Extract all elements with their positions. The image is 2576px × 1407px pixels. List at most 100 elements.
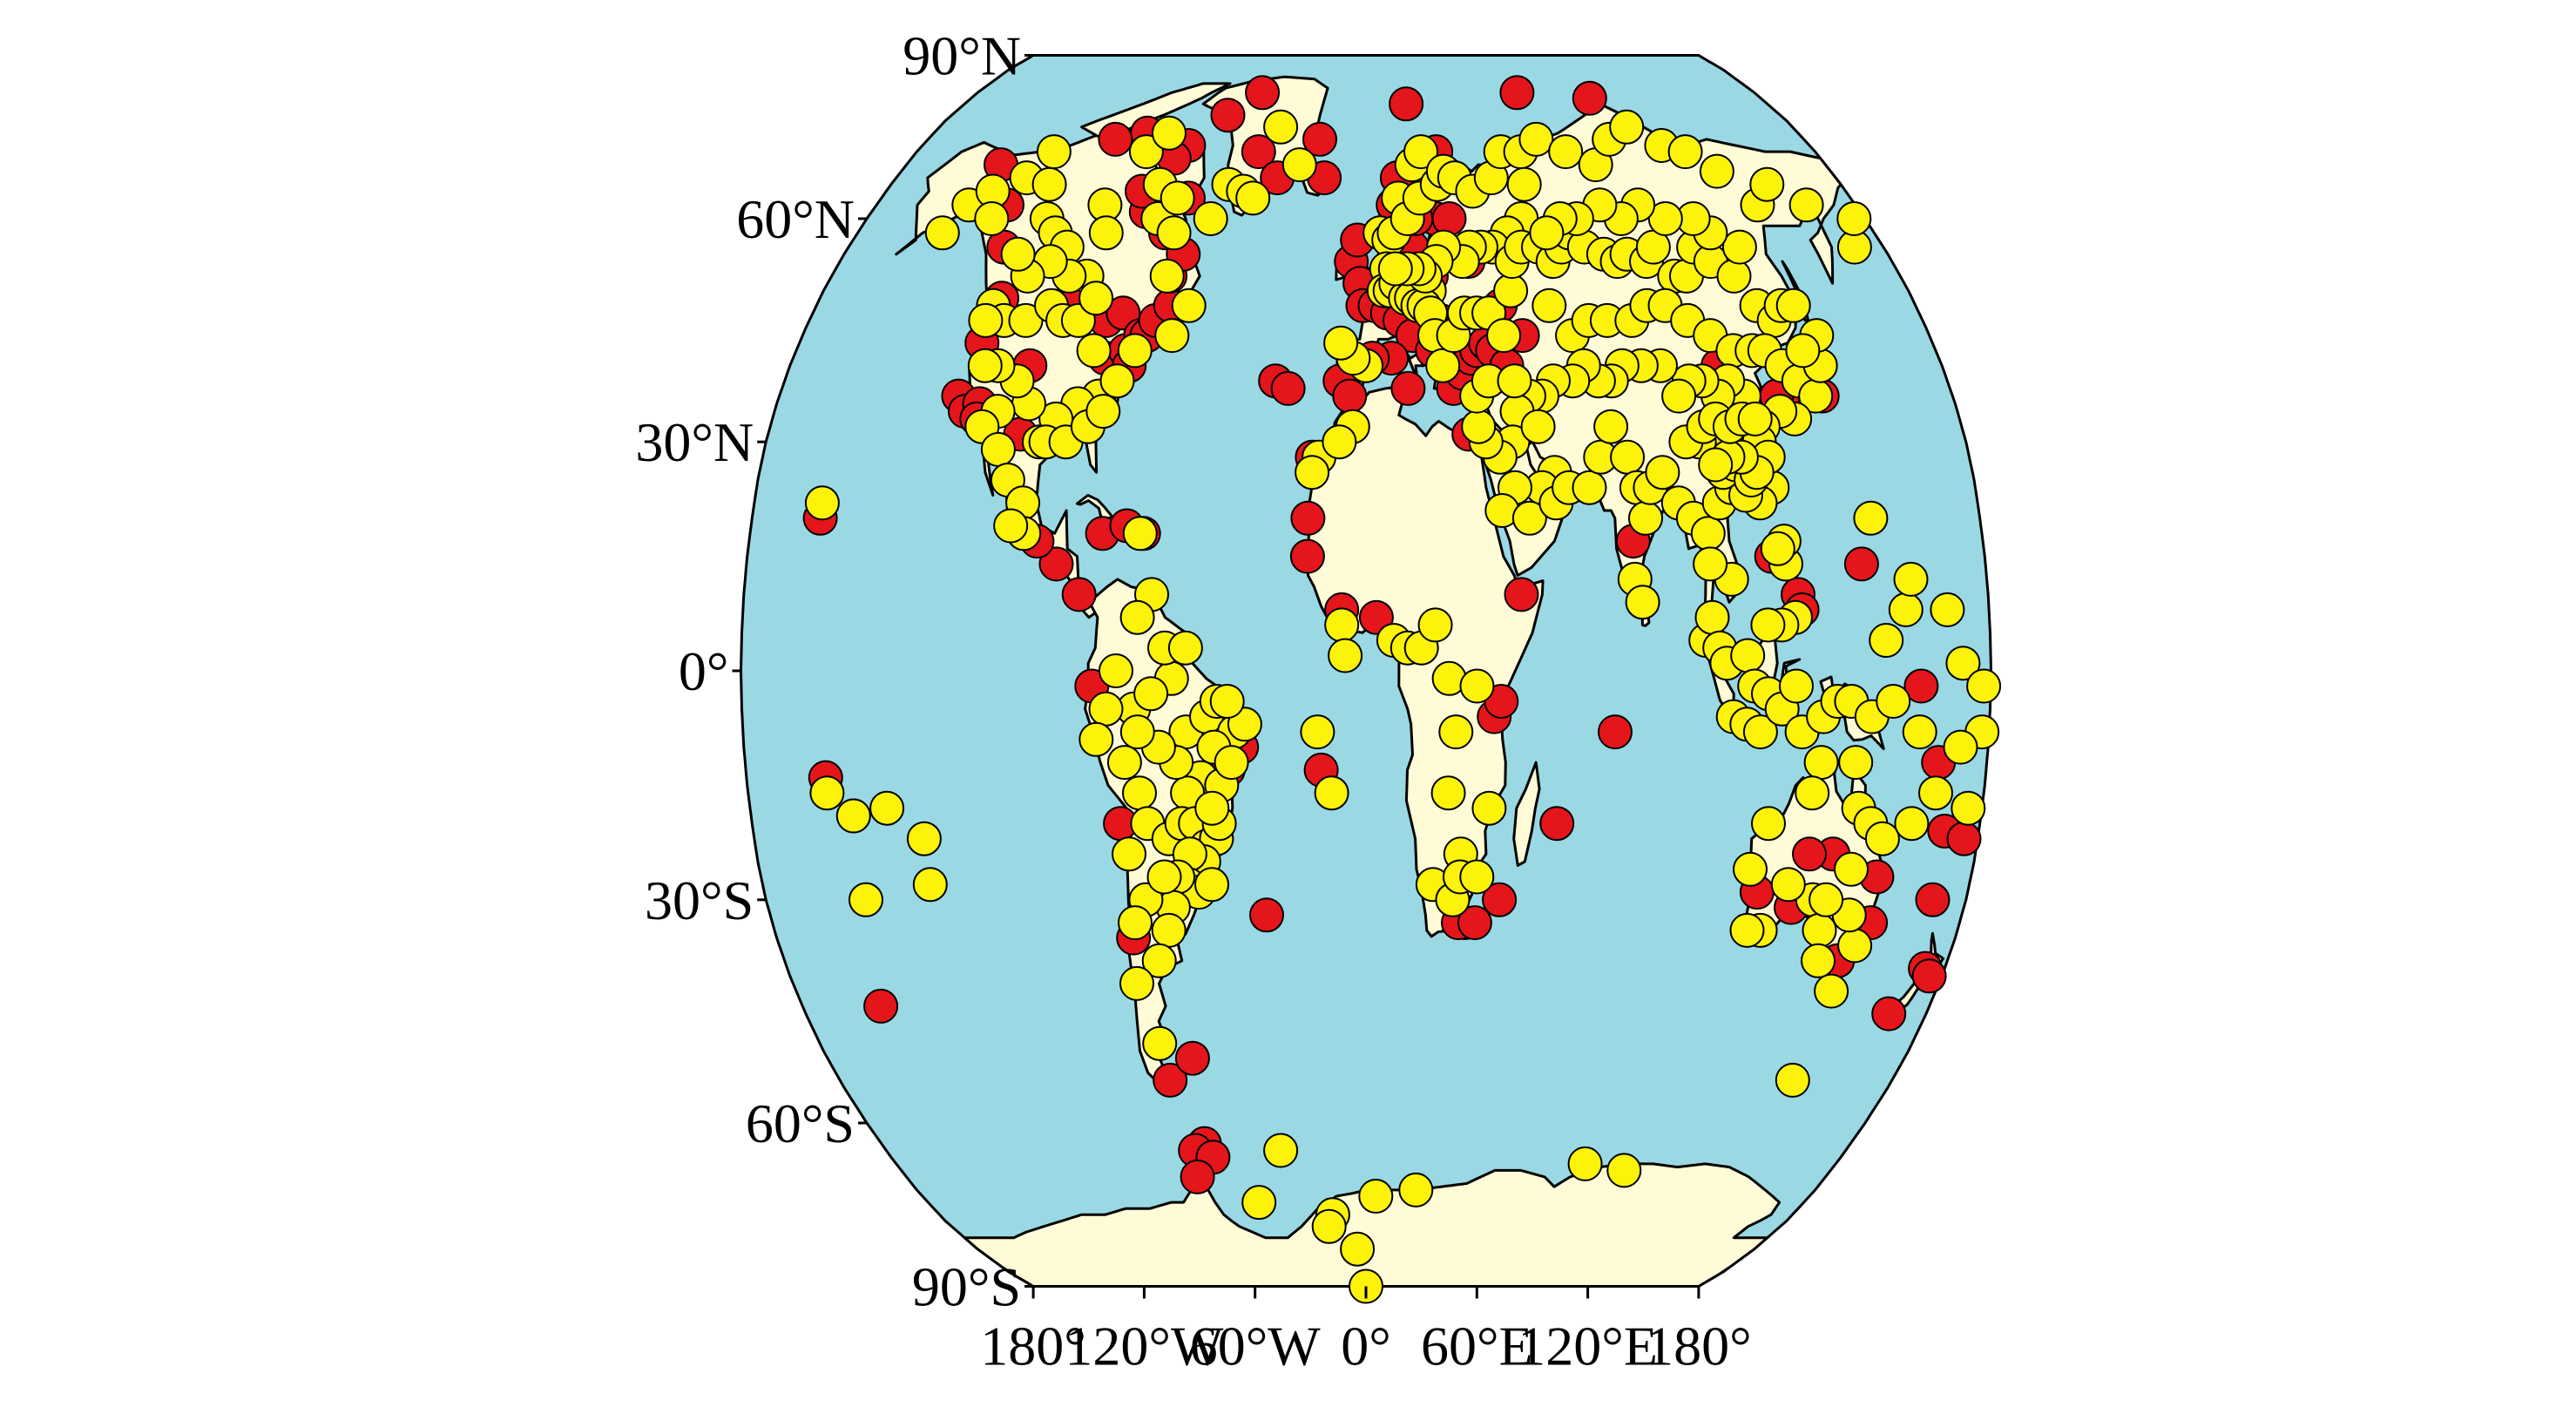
yellow-station-marker bbox=[1078, 281, 1114, 316]
yellow-station-marker bbox=[1779, 668, 1814, 704]
yellow-station-marker bbox=[1209, 684, 1245, 719]
yellow-station-marker bbox=[1171, 287, 1207, 323]
yellow-station-marker bbox=[1628, 500, 1663, 536]
yellow-station-marker bbox=[1088, 691, 1124, 727]
yellow-station-marker bbox=[1430, 775, 1466, 811]
yellow-station-marker bbox=[1837, 928, 1873, 964]
red-station-marker bbox=[1174, 1040, 1210, 1076]
red-station-marker bbox=[1871, 996, 1907, 1032]
yellow-station-marker bbox=[1801, 943, 1836, 978]
yellow-station-marker bbox=[1403, 134, 1438, 170]
red-station-marker bbox=[1290, 500, 1326, 536]
yellow-station-marker bbox=[1459, 668, 1495, 704]
yellow-station-marker bbox=[1647, 201, 1683, 236]
yellow-station-marker bbox=[924, 215, 960, 251]
red-station-marker bbox=[1210, 98, 1246, 133]
yellow-station-marker bbox=[1795, 775, 1830, 811]
yellow-station-marker bbox=[1625, 585, 1660, 620]
yellow-station-marker bbox=[1314, 775, 1349, 811]
yellow-station-marker bbox=[835, 798, 871, 834]
yellow-station-marker bbox=[1548, 134, 1584, 170]
yellow-station-marker bbox=[1471, 790, 1507, 826]
yellow-station-marker bbox=[1667, 134, 1703, 170]
yellow-station-marker bbox=[1078, 721, 1114, 757]
yellow-station-marker bbox=[1520, 409, 1556, 444]
yellow-station-marker bbox=[1809, 882, 1844, 917]
yellow-station-marker bbox=[1698, 447, 1734, 483]
red-station-marker bbox=[1249, 897, 1284, 933]
yellow-station-marker bbox=[1951, 790, 1986, 826]
yellow-station-marker bbox=[1106, 745, 1142, 781]
red-station-marker bbox=[1431, 201, 1467, 236]
yellow-station-marker bbox=[1814, 973, 1849, 1009]
red-station-marker bbox=[1843, 546, 1879, 582]
yellow-station-marker bbox=[1802, 912, 1837, 948]
station-layer bbox=[802, 75, 2002, 1304]
yellow-station-marker bbox=[1088, 215, 1124, 251]
red-station-marker bbox=[1241, 134, 1276, 170]
lon-label: 180° bbox=[1646, 1316, 1752, 1377]
yellow-station-marker bbox=[1036, 134, 1072, 170]
yellow-station-marker bbox=[1133, 676, 1169, 712]
yellow-station-marker bbox=[1894, 806, 1930, 842]
yellow-station-marker bbox=[1572, 470, 1607, 505]
yellow-station-marker bbox=[980, 431, 1016, 467]
yellow-station-marker bbox=[1770, 867, 1806, 903]
yellow-station-marker bbox=[1609, 109, 1645, 145]
yellow-station-marker bbox=[1943, 729, 1978, 765]
yellow-station-marker bbox=[1263, 109, 1299, 145]
red-station-marker bbox=[1153, 1062, 1188, 1098]
yellow-station-marker bbox=[1751, 806, 1786, 842]
yellow-station-marker bbox=[1838, 745, 1874, 781]
yellow-station-marker bbox=[1853, 500, 1889, 536]
yellow-station-marker bbox=[1834, 851, 1869, 887]
yellow-station-marker bbox=[1645, 455, 1680, 490]
yellow-station-marker bbox=[1716, 258, 1752, 294]
yellow-station-marker bbox=[1737, 401, 1773, 436]
yellow-station-marker bbox=[869, 790, 905, 826]
red-station-marker bbox=[1504, 577, 1539, 612]
yellow-station-marker bbox=[1593, 409, 1629, 444]
yellow-station-marker bbox=[1146, 859, 1182, 895]
yellow-station-marker bbox=[1742, 714, 1778, 750]
yellow-station-marker bbox=[1493, 273, 1529, 308]
yellow-station-marker bbox=[1377, 251, 1413, 287]
yellow-station-marker bbox=[1893, 561, 1929, 597]
red-station-marker bbox=[1389, 86, 1424, 122]
yellow-station-marker bbox=[1864, 821, 1900, 856]
yellow-station-marker bbox=[809, 775, 845, 811]
yellow-station-marker bbox=[993, 508, 1029, 544]
yellow-station-marker bbox=[1749, 166, 1785, 202]
yellow-station-marker bbox=[1518, 121, 1554, 157]
yellow-station-marker bbox=[1966, 668, 2002, 704]
yellow-station-marker bbox=[1031, 166, 1067, 202]
yellow-station-marker bbox=[1118, 905, 1153, 941]
yellow-station-marker bbox=[1119, 965, 1154, 1001]
lon-label: 120°E bbox=[1518, 1316, 1658, 1377]
lon-label: 180° bbox=[980, 1316, 1086, 1377]
yellow-station-marker bbox=[1263, 1133, 1299, 1168]
yellow-station-marker bbox=[1122, 775, 1157, 811]
red-station-marker bbox=[1572, 80, 1607, 116]
yellow-station-marker bbox=[1750, 607, 1786, 643]
yellow-station-marker bbox=[1000, 236, 1036, 272]
yellow-station-marker bbox=[1328, 638, 1363, 673]
red-station-marker bbox=[1245, 75, 1281, 111]
yellow-station-marker bbox=[1214, 745, 1249, 781]
yellow-station-marker bbox=[1459, 859, 1495, 895]
yellow-station-marker bbox=[1295, 455, 1330, 490]
lon-label: 0° bbox=[1341, 1316, 1391, 1377]
yellow-station-marker bbox=[1876, 684, 1911, 719]
yellow-station-marker bbox=[1117, 333, 1153, 369]
yellow-station-marker bbox=[968, 302, 1004, 338]
red-station-marker bbox=[1038, 546, 1074, 582]
yellow-station-marker bbox=[1154, 318, 1190, 354]
yellow-station-marker bbox=[1167, 630, 1203, 666]
red-station-marker bbox=[1911, 958, 1947, 994]
lon-label: 60°W bbox=[1190, 1316, 1322, 1377]
yellow-station-marker bbox=[1902, 714, 1937, 750]
lon-label: 60°E bbox=[1421, 1316, 1533, 1377]
yellow-station-marker bbox=[1888, 592, 1924, 627]
yellow-station-marker bbox=[1322, 424, 1357, 460]
lat-label: 90°N bbox=[903, 25, 1021, 87]
